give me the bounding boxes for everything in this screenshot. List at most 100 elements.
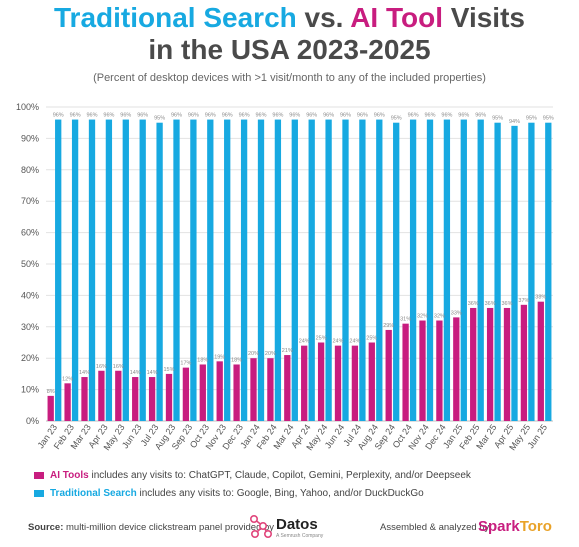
bar-ai-tools <box>503 307 511 421</box>
data-label-ai-tools: 36% <box>501 301 512 307</box>
datos-logo-subtitle: A Semrush Company <box>276 533 324 539</box>
bar-ai-tools <box>148 377 156 421</box>
bar-ai-tools <box>436 320 443 421</box>
bar-traditional-search <box>105 119 113 421</box>
legend-item-ai: AI Tools includes any visits to: ChatGPT… <box>34 470 471 481</box>
bar-ai-tools <box>351 345 359 421</box>
data-label-traditional-search: 96% <box>475 113 486 119</box>
bar-ai-tools <box>81 377 88 421</box>
source-note: Source: multi-million device clickstream… <box>28 522 274 533</box>
bar-traditional-search <box>257 119 265 421</box>
bar-traditional-search <box>156 122 163 421</box>
data-label-traditional-search: 95% <box>391 116 402 122</box>
bar-ai-tools <box>115 370 122 421</box>
chart-title-line-2: in the USA 2023-2025 <box>148 34 431 65</box>
y-tick-label: 20% <box>21 353 39 363</box>
bar-ai-tools <box>470 307 477 421</box>
bar-traditional-search <box>139 119 146 421</box>
data-label-ai-tools: 18% <box>197 357 208 363</box>
bar-ai-tools <box>334 345 342 421</box>
data-label-traditional-search: 96% <box>408 113 419 119</box>
chart-subtitle: (Percent of desktop devices with >1 visi… <box>93 72 486 84</box>
data-label-ai-tools: 16% <box>113 364 124 370</box>
y-tick-label: 30% <box>21 322 39 332</box>
bar-traditional-search <box>71 119 79 421</box>
legend-search-text: includes any visits to: Google, Bing, Ya… <box>136 488 424 499</box>
bar-traditional-search <box>173 119 180 421</box>
bar-traditional-search <box>55 119 62 421</box>
bar-ai-tools <box>165 373 173 421</box>
data-label-traditional-search: 96% <box>70 113 81 119</box>
bar-ai-tools <box>537 301 544 421</box>
bar-traditional-search <box>342 119 349 421</box>
bar-ai-tools <box>267 358 274 421</box>
bar-traditional-search <box>477 119 484 421</box>
data-label-traditional-search: 96% <box>323 113 334 119</box>
data-label-ai-tools: 29% <box>383 323 394 329</box>
y-tick-label: 80% <box>21 165 39 175</box>
bar-traditional-search <box>494 122 501 421</box>
datos-logo-name: Datos <box>276 516 318 533</box>
source-label: Source: <box>28 522 64 533</box>
data-label-ai-tools: 24% <box>299 339 310 345</box>
data-label-traditional-search: 96% <box>137 113 148 119</box>
data-label-ai-tools: 19% <box>214 354 225 360</box>
legend-search-name: Traditional Search <box>50 488 137 499</box>
datos-logo-icon <box>249 514 272 538</box>
data-label-ai-tools: 21% <box>282 348 293 354</box>
bar-ai-tools <box>250 358 257 421</box>
bar-traditional-search <box>224 119 231 421</box>
source-text: multi-million device clickstream panel p… <box>63 522 275 533</box>
data-label-traditional-search: 96% <box>306 113 317 119</box>
data-label-ai-tools: 32% <box>417 314 428 320</box>
data-label-ai-tools: 12% <box>62 376 73 382</box>
data-label-ai-tools: 16% <box>96 364 107 370</box>
data-label-traditional-search: 96% <box>86 113 97 119</box>
bar-ai-tools <box>199 364 206 421</box>
bar-ai-tools <box>520 304 528 421</box>
data-label-ai-tools: 25% <box>316 336 327 342</box>
data-label-traditional-search: 96% <box>103 113 114 119</box>
data-label-traditional-search: 96% <box>340 113 351 119</box>
y-tick-label: 40% <box>21 290 39 300</box>
data-label-traditional-search: 96% <box>205 113 216 119</box>
bar-traditional-search <box>426 119 434 421</box>
bar-traditional-search <box>308 119 315 421</box>
data-label-traditional-search: 96% <box>441 113 452 119</box>
data-label-traditional-search: 96% <box>255 113 266 119</box>
data-label-traditional-search: 95% <box>492 116 503 122</box>
bar-ai-tools <box>284 355 291 421</box>
bar-traditional-search <box>393 122 400 421</box>
assembled-by-note: Assembled & analyzed by <box>380 522 490 533</box>
data-label-traditional-search: 96% <box>188 113 199 119</box>
data-label-traditional-search: 96% <box>120 113 131 119</box>
data-label-traditional-search: 96% <box>374 113 385 119</box>
legend-item-search: Traditional Search includes any visits t… <box>34 488 424 499</box>
bar-ai-tools <box>301 345 308 421</box>
data-label-ai-tools: 31% <box>400 317 411 323</box>
legend-ai-name: AI Tools <box>50 470 89 481</box>
bar-ai-tools <box>47 395 54 421</box>
data-label-traditional-search: 96% <box>357 113 368 119</box>
y-tick-label: 70% <box>21 196 39 206</box>
bar-ai-tools <box>419 320 426 421</box>
bar-ai-tools <box>216 361 223 421</box>
bar-ai-tools <box>402 323 409 421</box>
data-label-ai-tools: 36% <box>468 301 479 307</box>
bar-ai-tools <box>385 329 392 421</box>
bar-traditional-search <box>207 119 214 421</box>
bar-traditional-search <box>325 119 332 421</box>
chart-title-line-1: Traditional Search vs. AI Tool Visits <box>0 2 579 34</box>
y-tick-label: 10% <box>21 385 39 395</box>
bar-traditional-search <box>376 119 383 421</box>
data-label-traditional-search: 96% <box>53 113 64 119</box>
data-label-ai-tools: 33% <box>451 310 462 316</box>
bar-traditional-search <box>88 119 96 421</box>
data-label-ai-tools: 32% <box>434 314 445 320</box>
data-label-traditional-search: 96% <box>239 113 250 119</box>
title-vs: vs. <box>296 2 351 33</box>
data-label-traditional-search: 96% <box>424 113 435 119</box>
data-label-traditional-search: 94% <box>509 119 520 125</box>
y-tick-label: 50% <box>21 259 39 269</box>
data-label-ai-tools: 18% <box>231 357 242 363</box>
